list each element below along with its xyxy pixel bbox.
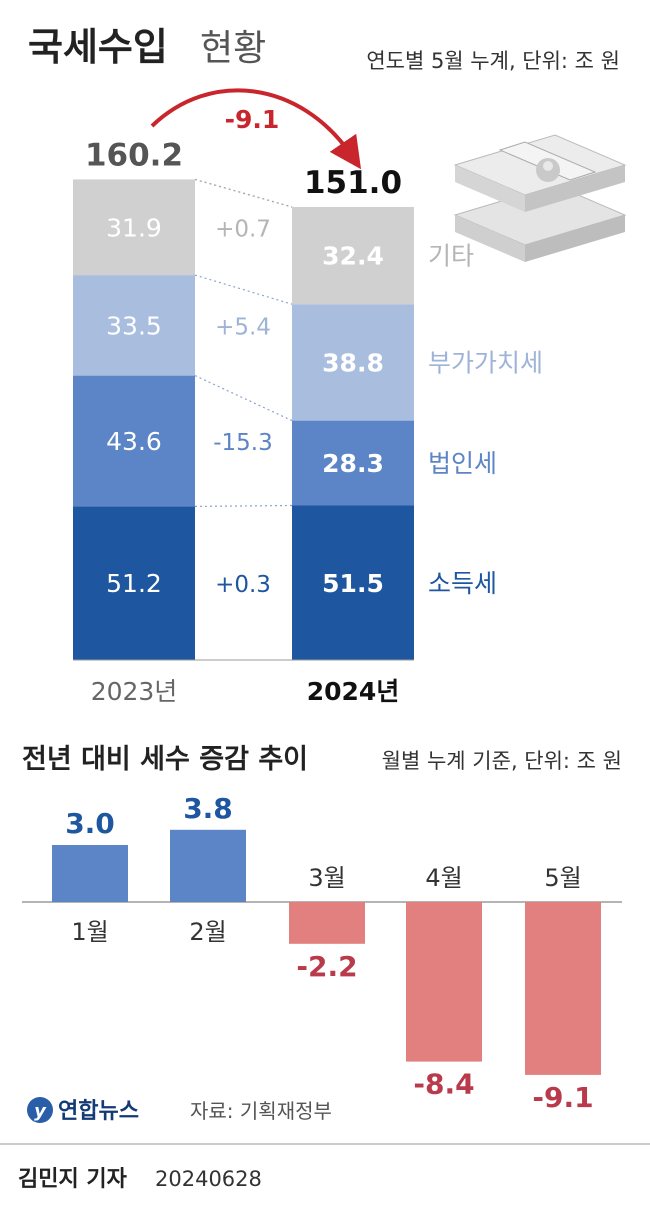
stacked-bar-chart: 51.2 43.6 33.5 31.9 160.2 2023년 51.5 28.3 38.8 32… bbox=[73, 105, 543, 706]
series-label: 법인세 bbox=[428, 449, 497, 478]
stack-segment-0-2 bbox=[73, 275, 195, 376]
diff-label: +0.7 bbox=[215, 216, 271, 242]
series-label: 부가가치세 bbox=[428, 348, 543, 377]
segment-connector bbox=[194, 504, 293, 507]
stack-value-label: 31.9 bbox=[106, 213, 162, 242]
change-total-label: -9.1 bbox=[225, 105, 280, 134]
stack-value-label: 51.2 bbox=[106, 569, 162, 598]
stack-value-label: 38.8 bbox=[322, 348, 384, 377]
stack-segment-0-3 bbox=[73, 179, 195, 276]
segment-connector bbox=[194, 375, 293, 422]
month-bar-4 bbox=[406, 902, 482, 1062]
total-label: 160.2 bbox=[85, 137, 183, 173]
stack-value-label: 32.4 bbox=[322, 242, 384, 271]
stack-value-label: 33.5 bbox=[106, 311, 162, 340]
month-tick-label: 5월 bbox=[544, 864, 581, 892]
year-label: 2024년 bbox=[307, 677, 400, 706]
diff-label: +5.4 bbox=[215, 314, 271, 340]
month-value-label: -8.4 bbox=[413, 1068, 474, 1101]
stack-segment-0-0 bbox=[73, 506, 195, 660]
stack-segment-1-1 bbox=[292, 420, 414, 506]
stack-segment-1-2 bbox=[292, 304, 414, 421]
stack-value-label: 51.5 bbox=[322, 569, 384, 598]
svg-text:y: y bbox=[34, 1101, 47, 1122]
page-title-light: 현황 bbox=[200, 28, 266, 69]
stack-segment-0-1 bbox=[73, 375, 195, 507]
segment-connector bbox=[194, 178, 293, 208]
month-bar-1 bbox=[52, 845, 128, 902]
change-arrow-icon bbox=[150, 88, 362, 170]
yonhap-logo: y 연합뉴스 bbox=[27, 1097, 139, 1124]
month-value-label: -2.2 bbox=[296, 950, 357, 983]
page-title: 국세수입 bbox=[28, 25, 168, 69]
month-value-label: 3.8 bbox=[183, 792, 233, 825]
logo-text: 연합뉴스 bbox=[58, 1098, 139, 1124]
segment-connector bbox=[194, 274, 293, 305]
month-tick-label: 4월 bbox=[425, 864, 462, 892]
source-text: 자료: 기획재정부 bbox=[190, 1099, 332, 1123]
series-label: 기타 bbox=[428, 242, 474, 271]
stack-segment-1-3 bbox=[292, 207, 414, 305]
page-subtitle: 연도별 5월 누계, 단위: 조 원 bbox=[366, 49, 620, 73]
month-bar-2 bbox=[170, 829, 246, 902]
diff-label: -15.3 bbox=[213, 430, 273, 456]
month-tick-label: 2월 bbox=[189, 918, 226, 946]
month-value-label: 3.0 bbox=[65, 807, 115, 840]
date: 20240628 bbox=[155, 1167, 262, 1191]
stack-value-label: 28.3 bbox=[322, 449, 384, 478]
diff-label: +0.3 bbox=[215, 572, 271, 598]
money-stack-icon bbox=[453, 134, 627, 262]
monthly-title: 전년 대비 세수 증감 추이 bbox=[22, 744, 308, 775]
month-bar-5 bbox=[525, 902, 601, 1075]
stack-value-label: 43.6 bbox=[106, 427, 162, 456]
year-label: 2023년 bbox=[91, 677, 178, 706]
stack-segment-1-0 bbox=[292, 505, 414, 660]
monthly-bar-chart: 전년 대비 세수 증감 추이 월별 누계 기준, 단위: 조 원 3.0 1월 3.8 2… bbox=[22, 744, 622, 1114]
series-label: 소득세 bbox=[428, 569, 497, 598]
month-value-label: -9.1 bbox=[532, 1081, 593, 1114]
month-tick-label: 3월 bbox=[308, 864, 345, 892]
byline: 김민지 기자 bbox=[18, 1167, 128, 1192]
total-label: 151.0 bbox=[304, 165, 402, 201]
monthly-subtitle: 월별 누계 기준, 단위: 조 원 bbox=[382, 749, 622, 773]
month-bar-3 bbox=[289, 902, 365, 944]
month-tick-label: 1월 bbox=[71, 918, 108, 946]
